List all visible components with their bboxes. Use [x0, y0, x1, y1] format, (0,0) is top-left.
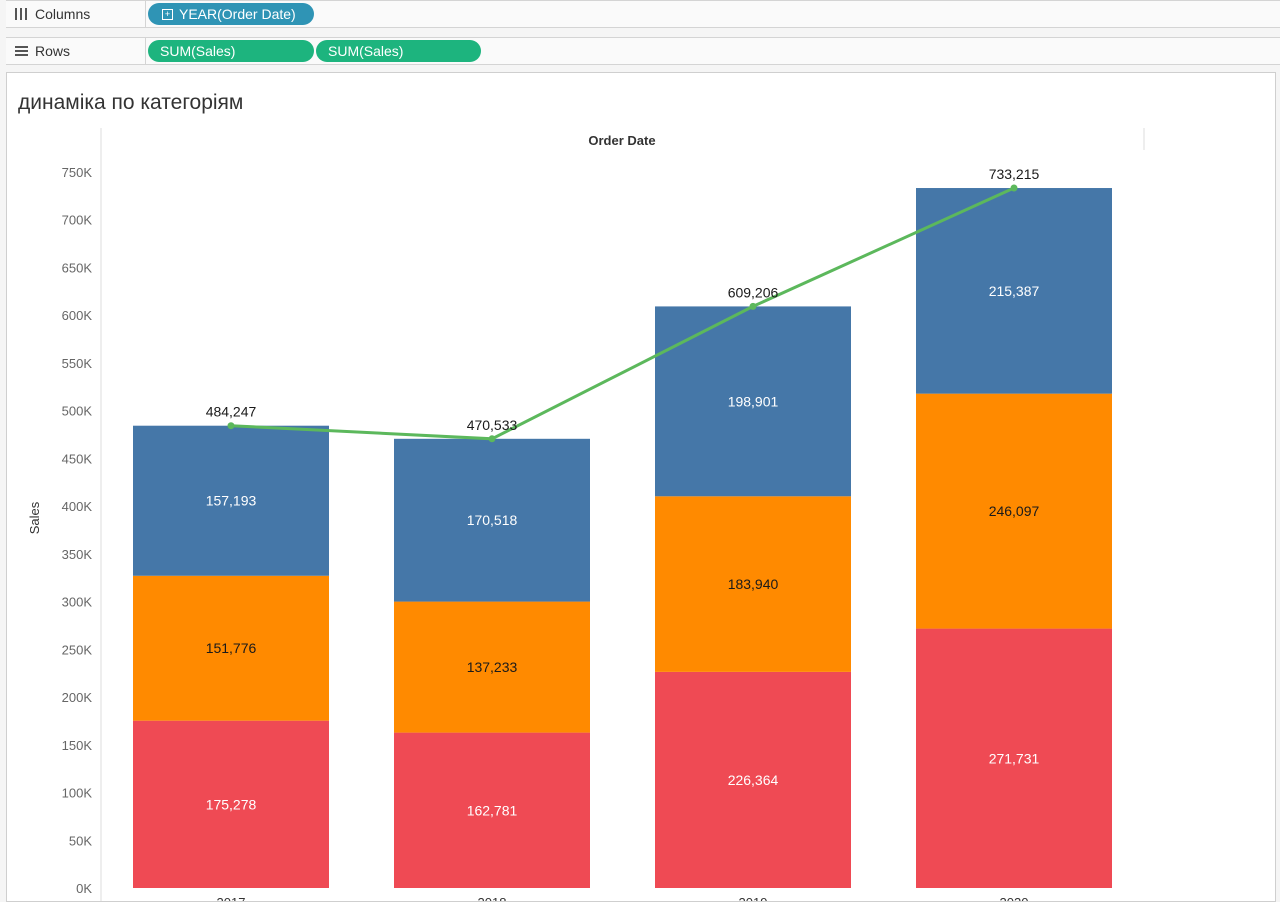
bar-data-label: 215,387	[989, 283, 1040, 299]
bar-data-label: 151,776	[206, 640, 257, 656]
bar-data-label: 157,193	[206, 493, 257, 509]
y-tick-label: 200K	[62, 690, 93, 705]
year-order-date-pill-label: YEAR(Order Date)	[179, 6, 296, 22]
rows-shelf[interactable]: Rows SUM(Sales) SUM(Sales)	[6, 37, 1280, 65]
sum-sales-pill-2-label: SUM(Sales)	[328, 43, 404, 59]
y-tick-label: 100K	[62, 786, 93, 801]
y-tick-label: 300K	[62, 595, 93, 610]
bar-segment-orange	[133, 575, 329, 721]
bar-data-label: 170,518	[467, 512, 518, 528]
y-tick-label: 0K	[76, 881, 92, 896]
y-tick-label: 400K	[62, 499, 93, 514]
bar-segment-red	[133, 720, 329, 888]
y-tick-label: 350K	[62, 547, 93, 562]
bar-data-label: 162,781	[467, 802, 518, 818]
y-tick-label: 750K	[62, 165, 93, 180]
totals-point	[749, 302, 757, 310]
rows-icon	[14, 44, 28, 58]
x-tick-label: 2019	[739, 895, 768, 901]
chart-svg: Order Date Sales 0K 50K 100K 150K 200K 250K 300K…	[27, 128, 1145, 901]
y-tick-label: 700K	[62, 213, 93, 228]
expand-plus-icon[interactable]: +	[162, 8, 173, 20]
totals-line	[230, 186, 1015, 441]
y-tick-label: 250K	[62, 642, 93, 657]
bar-data-label: 183,940	[728, 576, 779, 592]
bar-segment-red	[655, 671, 851, 888]
bar-segment-blue	[916, 188, 1112, 394]
y-axis-title: Sales	[27, 501, 42, 534]
y-tick-label: 50K	[69, 833, 92, 848]
totals-label: 609,206	[728, 284, 779, 300]
y-tick-label: 600K	[62, 308, 93, 323]
bar-data-label: 198,901	[728, 393, 779, 409]
chart-title: динаміка по категоріям	[18, 91, 244, 114]
sum-sales-pill-1-label: SUM(Sales)	[160, 43, 236, 59]
rows-label-text: Rows	[35, 43, 71, 59]
columns-shelf-label: Columns	[6, 1, 146, 27]
bar-segment-blue	[133, 425, 329, 576]
columns-icon	[14, 7, 28, 21]
totals-point	[1010, 184, 1018, 192]
viz-canvas: динаміка по категоріям Order Date Sales 0K…	[6, 72, 1276, 902]
totals-point	[488, 435, 496, 443]
sum-sales-pill-1[interactable]: SUM(Sales)	[148, 40, 314, 62]
columns-label-text: Columns	[35, 6, 91, 22]
sum-sales-pill-2[interactable]: SUM(Sales)	[316, 40, 481, 62]
y-tick-label: 500K	[62, 404, 93, 419]
column-header-order-date: Order Date	[588, 133, 655, 148]
bar-data-label: 246,097	[989, 503, 1040, 519]
bar-data-label: 226,364	[728, 772, 779, 788]
bar-segment-red	[916, 628, 1112, 888]
columns-shelf[interactable]: Columns + YEAR(Order Date)	[6, 0, 1280, 28]
bar-data-label: 175,278	[206, 796, 257, 812]
x-tick-label: 2017	[217, 895, 246, 901]
bar-segment-orange	[394, 601, 590, 733]
x-tick-label: 2020	[1000, 895, 1029, 901]
totals-label: 733,215	[989, 166, 1040, 182]
year-order-date-pill[interactable]: + YEAR(Order Date)	[148, 3, 314, 25]
y-tick-label: 550K	[62, 356, 93, 371]
totals-label: 470,533	[467, 417, 518, 433]
totals-point	[227, 422, 235, 430]
bar-segment-blue	[394, 438, 590, 602]
bar-data-label: 137,233	[467, 659, 518, 675]
x-tick-label: 2018	[478, 895, 507, 901]
bar-data-label: 271,731	[989, 750, 1040, 766]
bar-segment-red	[394, 732, 590, 888]
y-tick-label: 150K	[62, 738, 93, 753]
totals-label: 484,247	[206, 404, 257, 420]
bar-segment-orange	[655, 496, 851, 672]
y-tick-label: 450K	[62, 451, 93, 466]
bar-segment-orange	[916, 393, 1112, 629]
rows-shelf-label: Rows	[6, 38, 146, 64]
y-tick-label: 650K	[62, 260, 93, 275]
